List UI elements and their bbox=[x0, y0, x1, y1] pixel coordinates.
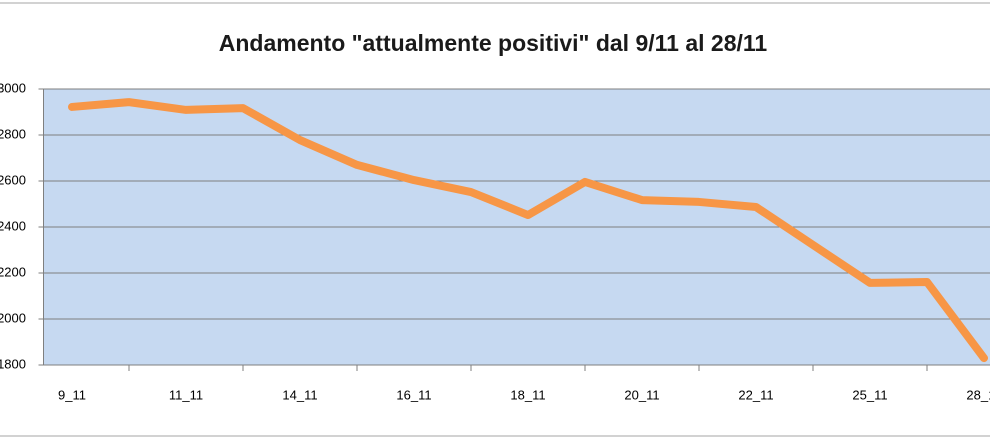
data-line bbox=[68, 98, 988, 363]
x-tick-label: 9_11 bbox=[58, 387, 86, 402]
x-tick-label: 28_11 bbox=[966, 387, 990, 402]
x-tick-label: 14_11 bbox=[282, 387, 317, 402]
y-tick-label: 3000 bbox=[0, 80, 26, 95]
x-tick-label: 18_11 bbox=[510, 387, 545, 402]
y-tick-label: 2800 bbox=[0, 126, 26, 141]
y-tick-label: 2200 bbox=[0, 264, 26, 279]
plot-layer bbox=[68, 98, 988, 363]
x-tick-label: 20_11 bbox=[624, 387, 659, 402]
x-tick-label: 11_11 bbox=[169, 387, 203, 402]
x-tick-label: 25_11 bbox=[852, 387, 887, 402]
y-tick-label: 1800 bbox=[0, 356, 26, 371]
chart-title: Andamento "attualmente positivi" dal 9/1… bbox=[219, 30, 768, 56]
x-tick-label: 22_11 bbox=[738, 387, 773, 402]
y-tick-label: 2400 bbox=[0, 218, 26, 233]
x-tick-label: 16_11 bbox=[396, 387, 431, 402]
y-tick-label: 2000 bbox=[0, 310, 26, 325]
y-tick-label: 2600 bbox=[0, 172, 26, 187]
